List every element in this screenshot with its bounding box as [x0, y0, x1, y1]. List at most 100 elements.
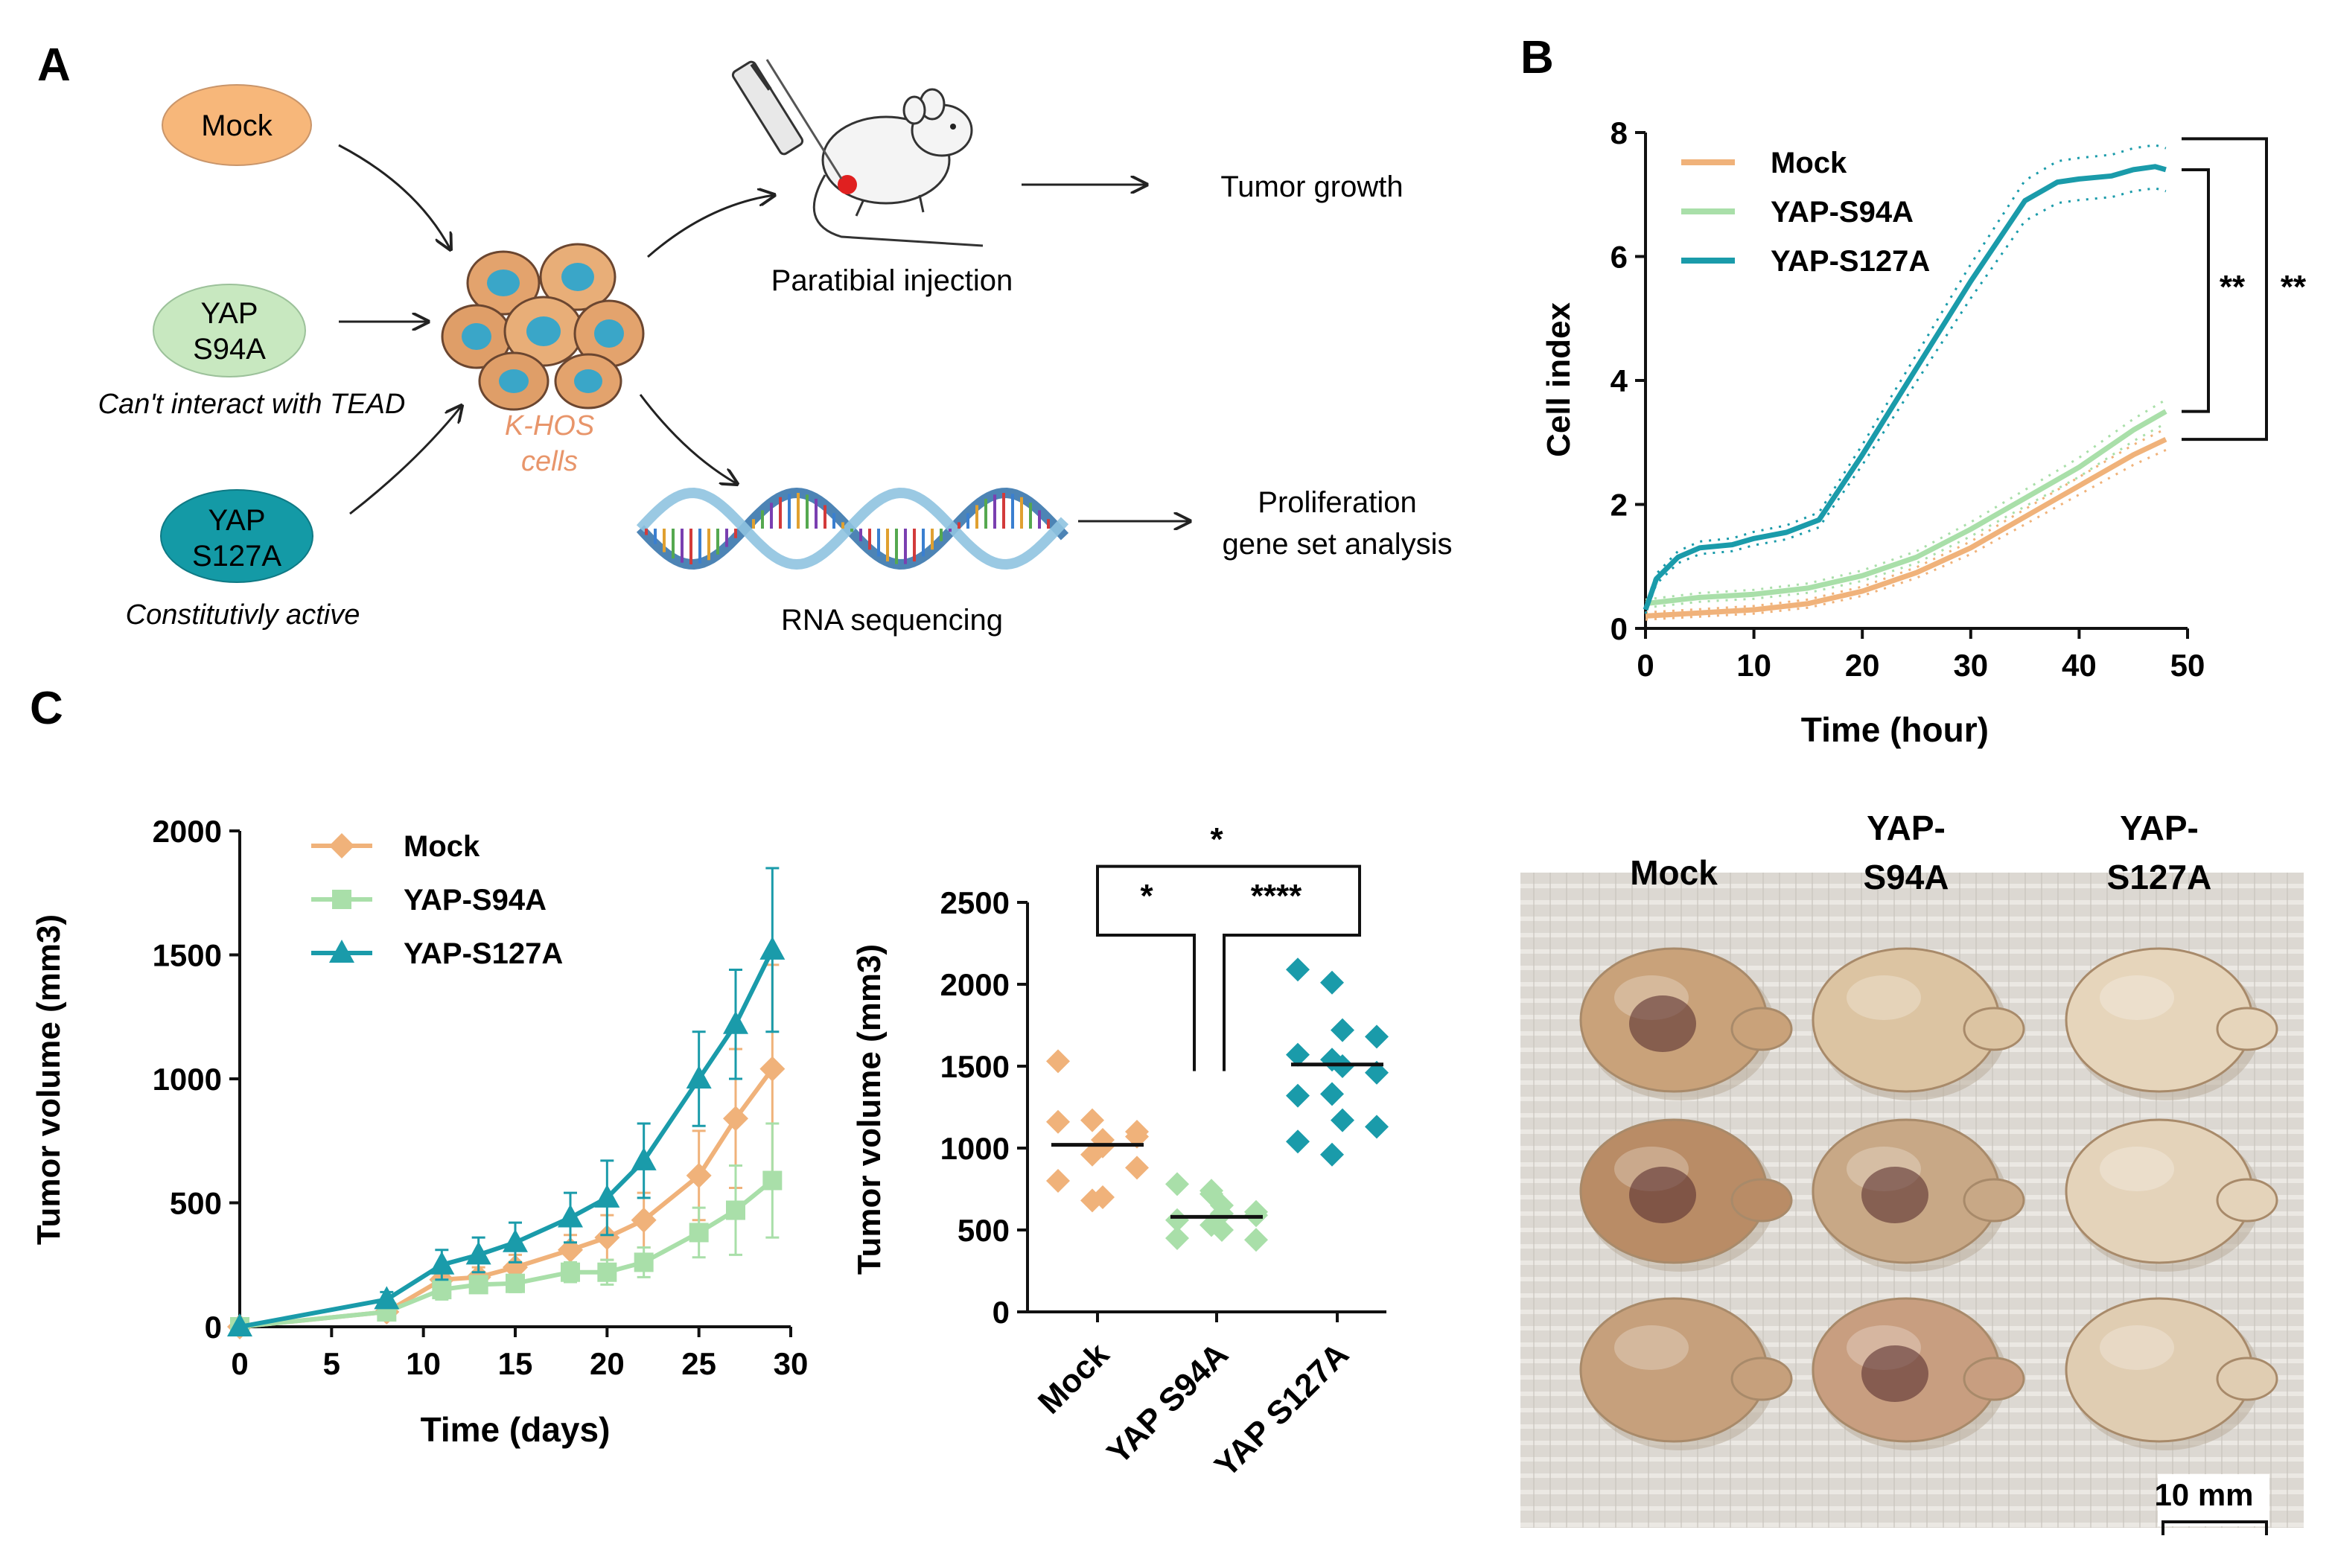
y-axis-title: Tumor volume (mm3) [851, 944, 888, 1275]
significance-bracket-inner [2182, 168, 2210, 413]
s94a-label-line2: S94A [193, 333, 266, 366]
y-tick-label: 500 [170, 1186, 222, 1221]
data-point [1320, 1142, 1344, 1167]
data-point [594, 1225, 620, 1251]
data-point [429, 1251, 455, 1275]
photo-header-s94a-line2: S94A [1863, 858, 1949, 896]
data-point [759, 1056, 786, 1082]
series-band-lower [1645, 422, 2167, 609]
tumor-highlight [1847, 975, 1921, 1020]
s127a-label-line1: YAP [208, 504, 265, 537]
photo-header-s127a-line2: S127A [2107, 858, 2212, 896]
data-point [1365, 1115, 1389, 1139]
tumor-lobe [2216, 1178, 2278, 1223]
data-point [332, 890, 351, 909]
significance-label: ** [2220, 269, 2246, 305]
data-point [1286, 1042, 1310, 1067]
data-point [634, 1252, 654, 1272]
proliferation-label-line2: gene set analysis [1222, 528, 1452, 561]
data-point [1046, 1169, 1070, 1193]
panel-c: C 0 500 1000 1500 2000 0 5 10 15 20 25 30 Tumor volu… [30, 683, 2304, 1535]
data-point [686, 1065, 712, 1089]
x-tick-label: Mock [1031, 1336, 1117, 1421]
y-tick-label: 2000 [940, 967, 1010, 1002]
significance-label: * [1210, 821, 1223, 858]
syringe-icon [731, 59, 843, 179]
significance-label: * [1140, 878, 1153, 914]
data-point [506, 1273, 525, 1293]
data-point [1125, 1156, 1149, 1180]
data-point [1165, 1208, 1189, 1232]
data-point [631, 1207, 657, 1233]
data-point [465, 1241, 491, 1265]
x-tick-label: 0 [231, 1346, 248, 1381]
x-tick-label: 40 [2062, 648, 2097, 683]
tumor-highlight [2100, 975, 2174, 1020]
data-point [1286, 1129, 1310, 1154]
tumor-volume-dot-plot: 0 500 1000 1500 2000 2500 Tumor volume (mm3) Mo… [851, 821, 1389, 1484]
tumor-highlight [2100, 1325, 2174, 1370]
data-point [374, 1286, 400, 1310]
legend-label: YAP-S127A [1771, 245, 1930, 278]
data-point [723, 1010, 748, 1034]
data-point [1165, 1226, 1189, 1250]
data-point [1210, 1218, 1234, 1242]
data-point [689, 1223, 709, 1243]
panel-label-b: B [1520, 32, 1554, 83]
y-tick-label: 6 [1611, 240, 1628, 275]
data-point [1286, 957, 1310, 982]
series-band-lower [1644, 187, 2167, 614]
y-tick-label: 8 [1611, 115, 1628, 150]
data-point [468, 1275, 488, 1295]
mouse-icon [812, 88, 984, 247]
panel-label-c: C [30, 683, 63, 734]
series-line [1645, 436, 2167, 619]
x-tick-label: 5 [323, 1346, 340, 1381]
injection-site-icon [838, 175, 857, 194]
tumor-necrotic-area [1861, 1167, 1928, 1223]
legend-label: YAP-S127A [404, 937, 563, 970]
legend-label: Mock [404, 830, 480, 863]
mock-label: Mock [201, 109, 273, 142]
mock-ellipse [162, 84, 312, 166]
significance-bracket [1223, 927, 1361, 1071]
tumor-lobe [1963, 1357, 2025, 1401]
data-point [723, 1106, 748, 1132]
s127a-ellipse [160, 489, 313, 583]
tumor-lobe [2216, 1357, 2278, 1401]
data-point [1286, 1083, 1310, 1108]
data-point [1091, 1185, 1115, 1209]
data-point [1125, 1120, 1149, 1144]
tumor-highlight [1614, 1325, 1689, 1370]
y-tick-label: 2 [1611, 488, 1628, 523]
data-point [1320, 970, 1344, 995]
s127a-note: Constitutivly active [126, 599, 360, 631]
arrow-cells-to-rnaseq [639, 394, 737, 484]
s94a-label-line1: YAP [200, 297, 258, 330]
photo-header-mock: Mock [1630, 853, 1718, 892]
series-band-upper [1645, 427, 2167, 614]
data-point [329, 940, 354, 963]
tumor-growth-label: Tumor growth [1220, 170, 1403, 203]
data-point [1046, 1109, 1070, 1134]
legend-label: YAP-S94A [404, 884, 547, 917]
cells-label-line2: cells [521, 446, 578, 477]
photo-header-s127a-line1: YAP- [2120, 809, 2199, 847]
x-tick-label: 30 [1953, 648, 1988, 683]
series-band-lower [1645, 449, 2167, 621]
data-point [1244, 1228, 1268, 1252]
y-tick-label: 0 [993, 1295, 1010, 1330]
tumor-lobe [1730, 1178, 1793, 1223]
tumor-highlight [2100, 1147, 2174, 1191]
x-tick-label: 20 [1845, 648, 1880, 683]
y-tick-label: 2000 [153, 814, 222, 849]
tumor-lobe [1730, 1357, 1793, 1401]
tumor-necrotic-area [1861, 1345, 1928, 1402]
y-tick-label: 4 [1611, 363, 1628, 398]
tumor-lobe [1963, 1007, 2025, 1051]
y-tick-label: 1000 [940, 1131, 1010, 1166]
data-point [1365, 1060, 1389, 1085]
x-tick-label: 15 [498, 1346, 533, 1381]
x-tick-label: 10 [406, 1346, 441, 1381]
